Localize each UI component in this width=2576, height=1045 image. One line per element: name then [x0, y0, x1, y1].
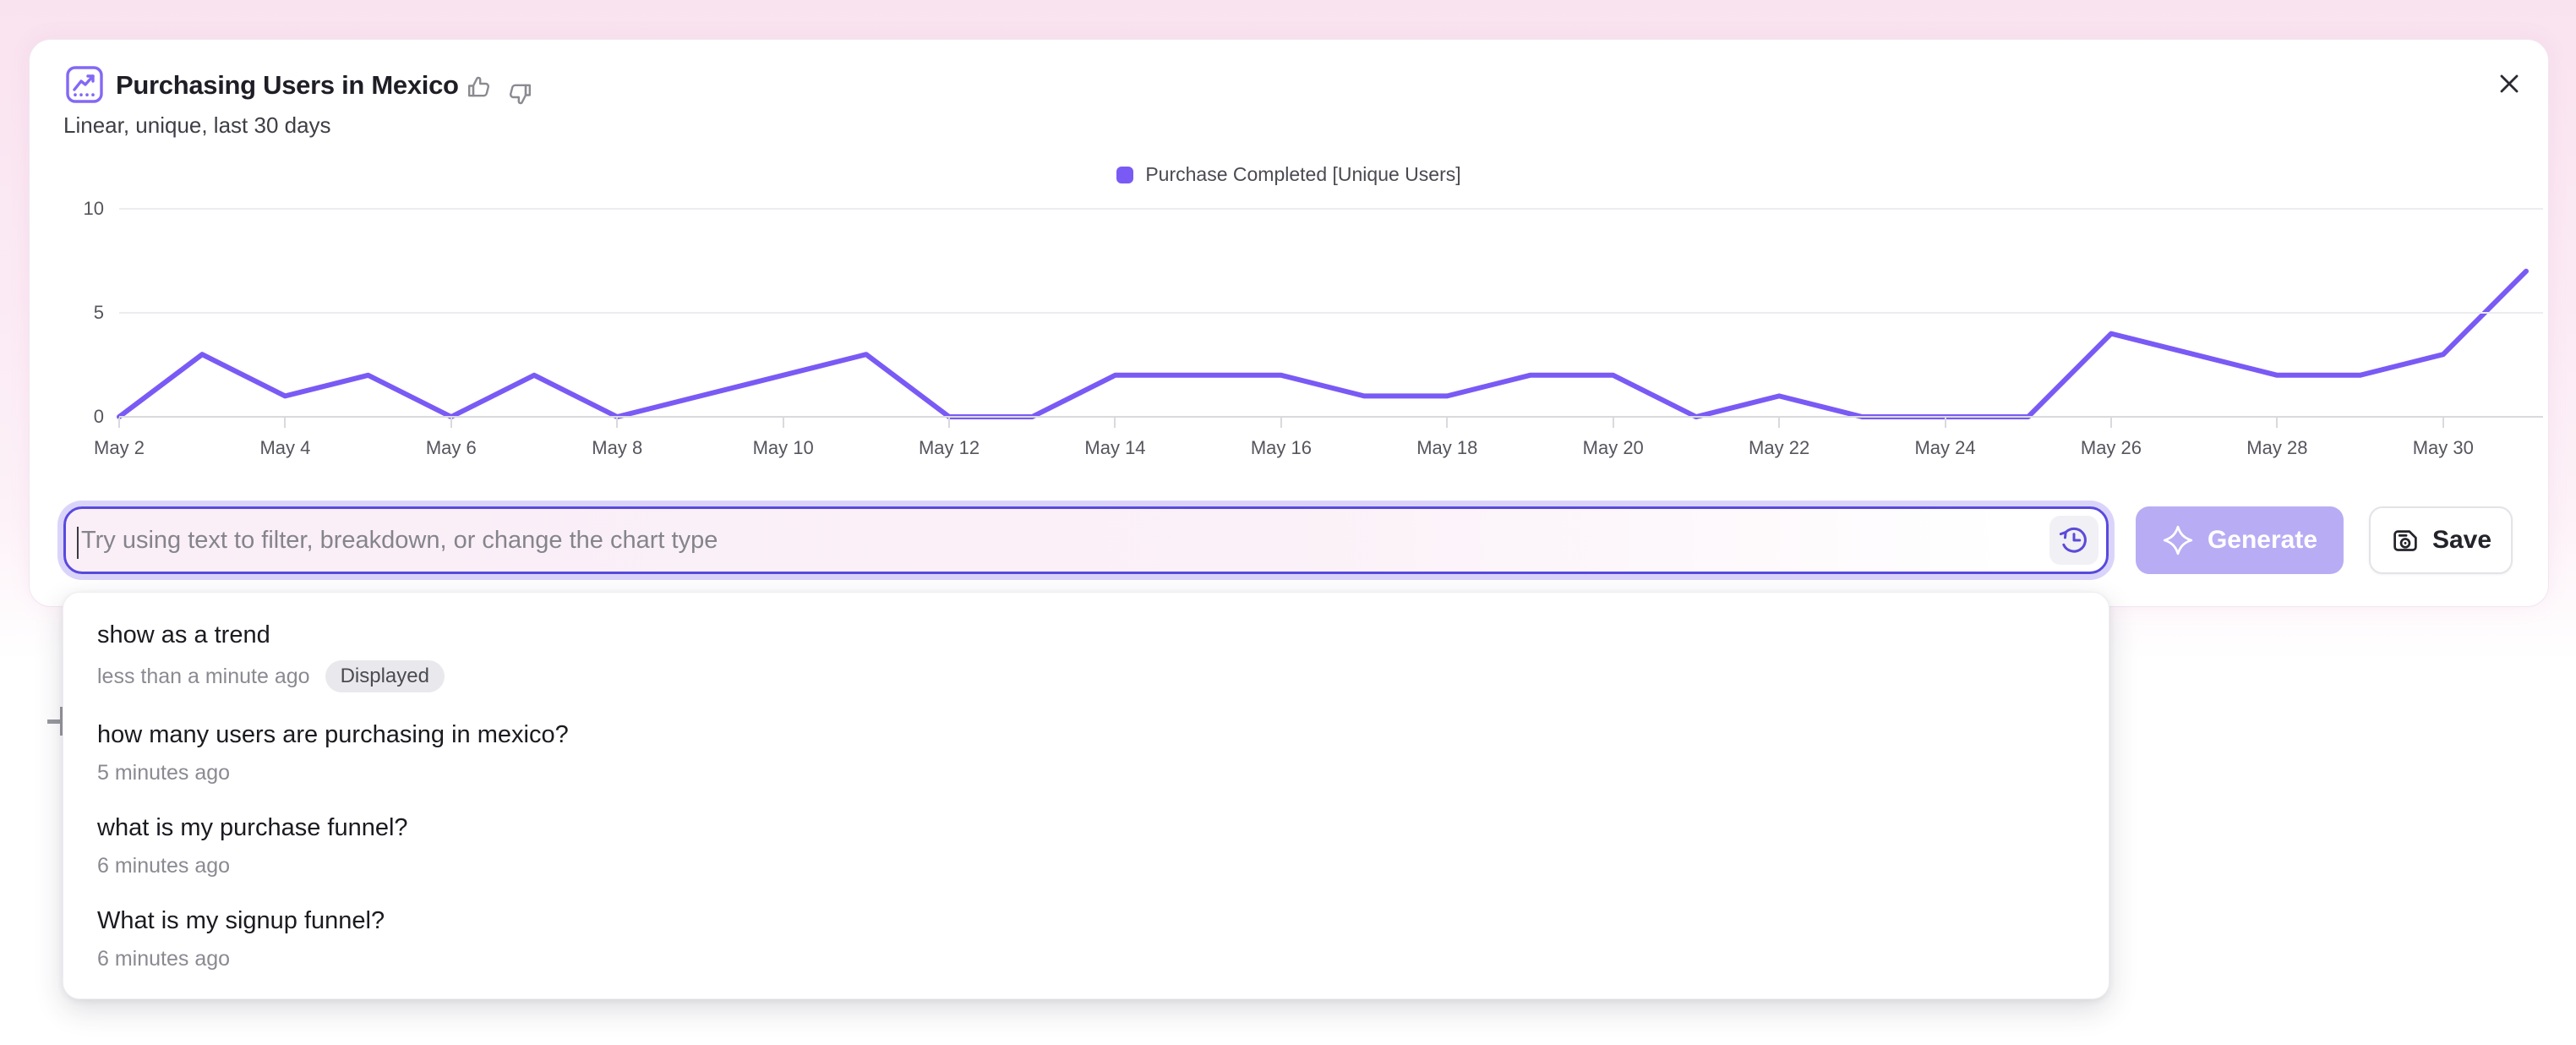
x-axis-label: May 6 [425, 437, 477, 458]
x-axis-label: May 8 [592, 437, 643, 458]
x-axis-label: May 16 [1250, 437, 1312, 458]
gridline-y0 [119, 416, 2543, 418]
save-label: Save [2431, 526, 2492, 554]
x-axis-tick [2276, 418, 2279, 428]
y-axis-label: 5 [93, 302, 104, 323]
thumb-down-icon[interactable] [506, 79, 535, 107]
history-button[interactable] [2049, 516, 2098, 565]
x-axis-tick [1280, 418, 1282, 428]
data-line [117, 268, 2529, 419]
history-item-time: less than a minute ago [97, 665, 310, 688]
x-axis-tick [1778, 418, 1781, 428]
x-axis-tick [1944, 418, 1946, 428]
x-axis-label: May 14 [1084, 437, 1146, 458]
x-axis-label: May 20 [1582, 437, 1644, 458]
x-axis-label: May 22 [1749, 437, 1810, 458]
chart-card: Purchasing Users in Mexico Linear, uniqu… [29, 39, 2549, 607]
generate-label: Generate [2207, 526, 2318, 554]
history-item-title: what is my purchase funnel? [97, 814, 408, 841]
history-item-time: 6 minutes ago [97, 854, 231, 878]
history-item-meta: less than a minute ago Displayed [97, 660, 2075, 692]
sparkle-icon [2163, 525, 2193, 555]
history-item-0[interactable]: show as a trend less than a minute ago Dis… [63, 606, 2109, 706]
history-item-time: 6 minutes ago [97, 947, 231, 971]
page-title: Purchasing Users in Mexico [116, 70, 459, 100]
x-axis-tick [948, 418, 951, 428]
history-dropdown: show as a trend less than a minute ago Dis… [63, 592, 2109, 999]
history-item-title: show as a trend [97, 621, 270, 648]
gridline-y5 [119, 312, 2543, 314]
line-chart-icon [66, 66, 103, 103]
x-axis-tick [2109, 418, 2112, 428]
save-button[interactable]: Save [2369, 506, 2513, 574]
x-axis-label: May 12 [918, 437, 980, 458]
x-axis-tick [1446, 418, 1449, 428]
y-axis-label: 10 [83, 198, 104, 219]
ai-prompt-bar[interactable] [63, 506, 2109, 574]
legend-label: Purchase Completed [Unique Users] [1145, 163, 1461, 185]
close-icon [2500, 74, 2519, 93]
x-axis-tick [782, 418, 784, 428]
legend-swatch [1116, 166, 1134, 183]
gridline-y10 [119, 208, 2543, 210]
prompt-input[interactable] [66, 509, 2049, 572]
x-axis-tick [118, 418, 120, 428]
x-axis-tick [284, 418, 287, 428]
history-clock-icon [2059, 527, 2087, 553]
floppy-disk-icon [2393, 530, 2417, 551]
x-axis-tick [1114, 418, 1116, 428]
chart-line-svg [117, 268, 2529, 419]
generate-button[interactable]: Generate [2136, 506, 2344, 574]
history-item-3[interactable]: What is my signup funnel? 6 minutes ago [63, 892, 2109, 985]
x-axis-label: May 10 [752, 437, 814, 458]
text-caret [77, 527, 79, 559]
x-axis-label: May 18 [1416, 437, 1478, 458]
x-axis-label: May 24 [1914, 437, 1976, 458]
y-axis-label: 0 [93, 406, 104, 427]
x-axis-tick [2442, 418, 2444, 428]
close-button[interactable] [2492, 67, 2526, 101]
line-chart: 0 5 10 May 2 May 4 May 6 May 8 May 10 May 12 May … [30, 40, 2548, 513]
history-item-meta: 6 minutes ago [97, 853, 2075, 878]
x-axis-label: May 2 [94, 437, 145, 458]
history-item-title: how many users are purchasing in mexico? [97, 721, 569, 748]
x-axis-tick [1612, 418, 1614, 428]
thumb-up-icon[interactable] [464, 74, 493, 102]
status-badge: Displayed [325, 660, 445, 692]
x-axis-tick [450, 418, 452, 428]
plus-icon[interactable] [47, 707, 76, 736]
history-item-meta: 5 minutes ago [97, 760, 2075, 785]
history-item-time: 5 minutes ago [97, 761, 231, 785]
x-axis-label: May 30 [2412, 437, 2474, 458]
history-item-meta: 6 minutes ago [97, 946, 2075, 971]
x-axis-label: May 26 [2080, 437, 2142, 458]
chart-legend[interactable]: Purchase Completed [Unique Users] [30, 163, 2548, 186]
history-item-2[interactable]: what is my purchase funnel? 6 minutes ago [63, 799, 2109, 892]
x-axis-tick [616, 418, 619, 428]
history-item-title: What is my signup funnel? [97, 907, 385, 934]
chart-subtitle: Linear, unique, last 30 days [63, 112, 331, 138]
history-item-1[interactable]: how many users are purchasing in mexico?… [63, 706, 2109, 799]
x-axis-label: May 28 [2246, 437, 2308, 458]
x-axis-label: May 4 [259, 437, 311, 458]
